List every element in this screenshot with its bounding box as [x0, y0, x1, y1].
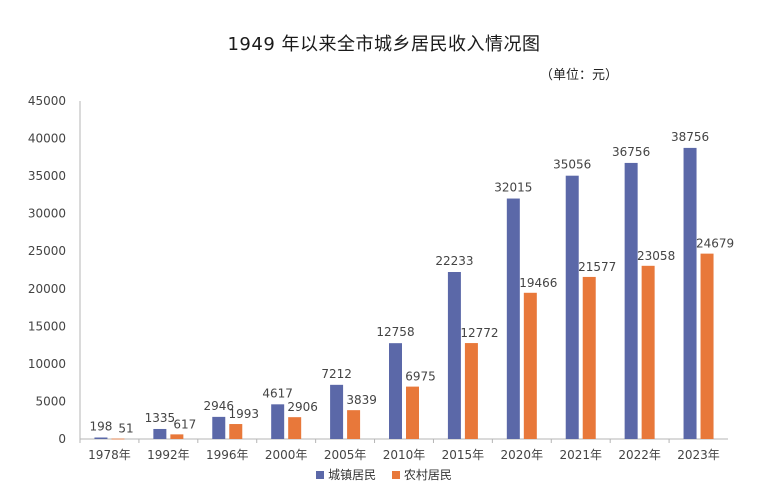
bar-rural: [170, 434, 184, 439]
bar-urban: [212, 416, 226, 439]
bar-urban: [389, 343, 402, 439]
bar-urban: [565, 175, 579, 439]
data-label-urban: 198: [90, 420, 113, 434]
data-label-urban: 4617: [262, 386, 293, 400]
y-tick-label: 25000: [28, 244, 66, 258]
data-label-rural: 6975: [405, 370, 436, 384]
bar-urban: [683, 147, 697, 439]
data-label-urban: 32015: [494, 181, 532, 195]
legend: 城镇居民 农村居民: [0, 466, 768, 483]
y-tick-label: 15000: [28, 319, 66, 333]
x-tick-label: 2005年: [324, 448, 367, 462]
bar-rural: [641, 265, 655, 439]
bar-rural: [582, 276, 596, 439]
bar-rural: [229, 424, 243, 439]
x-tick-label: 2015年: [442, 448, 485, 462]
data-label-rural: 617: [173, 417, 196, 431]
y-tick-label: 5000: [35, 394, 66, 408]
data-label-urban: 36756: [612, 145, 650, 159]
data-label-rural: 23058: [637, 249, 675, 263]
bar-rural: [464, 343, 478, 439]
legend-swatch-urban: [316, 470, 325, 479]
data-label-urban: 7212: [321, 367, 352, 381]
bar-urban: [330, 384, 344, 439]
bar-rural: [347, 410, 361, 439]
data-label-urban: 22233: [435, 254, 473, 268]
data-label-rural: 21577: [578, 260, 616, 274]
x-tick-label: 1996年: [206, 448, 249, 462]
bar-urban: [624, 162, 638, 439]
x-tick-label: 2020年: [501, 448, 544, 462]
data-label-rural: 12772: [460, 326, 498, 340]
bar-rural: [111, 438, 125, 440]
data-label-rural: 3839: [346, 393, 377, 407]
y-tick-label: 40000: [28, 132, 66, 146]
x-tick-label: 2021年: [559, 448, 602, 462]
data-label-rural: 2906: [287, 400, 318, 414]
bar-urban: [271, 404, 285, 439]
data-label-rural: 19466: [519, 276, 557, 290]
bar-urban: [94, 437, 108, 439]
data-label-urban: 1335: [145, 411, 176, 425]
x-tick-label: 2000年: [265, 448, 308, 462]
x-tick-label: 1978年: [88, 448, 131, 462]
chart-title: 1949 年以来全市城乡居民收入情况图: [227, 34, 541, 55]
x-tick-label: 2010年: [383, 448, 426, 462]
x-tick-label: 2022年: [618, 448, 661, 462]
data-label-urban: 12758: [376, 325, 414, 339]
bar-urban: [506, 198, 520, 439]
legend-item-rural: 农村居民: [391, 466, 452, 483]
data-label-rural: 1993: [228, 407, 259, 421]
y-tick-label: 0: [58, 432, 66, 446]
unit-label: （单位：元）: [539, 68, 618, 83]
data-label-rural: 51: [118, 422, 133, 436]
data-label-rural: 24679: [696, 237, 734, 251]
y-tick-label: 35000: [28, 169, 66, 183]
bar-rural: [288, 417, 302, 439]
data-label-urban: 38756: [671, 130, 709, 144]
data-label-urban: 2946: [203, 399, 234, 413]
y-tick-label: 30000: [28, 207, 66, 221]
y-tick-label: 20000: [28, 282, 66, 296]
legend-item-urban: 城镇居民: [316, 466, 376, 483]
bar-urban: [447, 272, 461, 439]
bar-rural: [406, 386, 419, 439]
bar-urban: [153, 428, 167, 439]
y-tick-label: 10000: [28, 357, 66, 371]
y-tick-label: 45000: [28, 94, 66, 108]
x-tick-label: 2023年: [677, 448, 720, 462]
bar-rural: [523, 292, 537, 439]
x-tick-label: 1992年: [147, 448, 190, 462]
bar-rural: [700, 253, 714, 439]
legend-label-urban: 城镇居民: [328, 468, 377, 482]
legend-swatch-rural: [391, 470, 400, 479]
data-label-urban: 35056: [553, 158, 591, 172]
legend-label-rural: 农村居民: [403, 468, 452, 482]
